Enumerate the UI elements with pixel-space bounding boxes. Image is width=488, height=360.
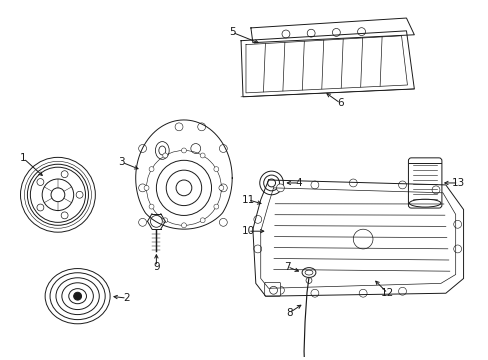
Circle shape bbox=[139, 184, 146, 192]
Circle shape bbox=[431, 186, 439, 194]
Circle shape bbox=[74, 292, 81, 300]
Text: 13: 13 bbox=[451, 178, 464, 188]
Text: 4: 4 bbox=[295, 178, 302, 188]
Circle shape bbox=[359, 289, 366, 297]
Circle shape bbox=[197, 123, 205, 131]
Circle shape bbox=[213, 167, 218, 172]
Circle shape bbox=[398, 181, 406, 189]
Text: 9: 9 bbox=[153, 262, 160, 272]
Circle shape bbox=[181, 148, 186, 153]
Circle shape bbox=[219, 145, 227, 152]
Circle shape bbox=[332, 28, 340, 36]
Text: 3: 3 bbox=[119, 157, 125, 167]
Circle shape bbox=[253, 215, 261, 223]
Text: 1: 1 bbox=[20, 153, 27, 163]
Circle shape bbox=[139, 219, 146, 226]
Circle shape bbox=[269, 286, 277, 294]
Circle shape bbox=[276, 184, 284, 192]
Circle shape bbox=[37, 179, 44, 185]
FancyBboxPatch shape bbox=[264, 282, 280, 296]
Circle shape bbox=[219, 219, 227, 226]
Circle shape bbox=[306, 29, 314, 37]
Circle shape bbox=[253, 245, 261, 253]
Text: 5: 5 bbox=[228, 27, 235, 37]
Text: 2: 2 bbox=[123, 293, 130, 303]
Circle shape bbox=[282, 30, 289, 38]
Circle shape bbox=[149, 167, 154, 172]
Circle shape bbox=[213, 204, 218, 209]
Text: 12: 12 bbox=[380, 288, 394, 298]
Circle shape bbox=[276, 286, 284, 294]
Circle shape bbox=[163, 153, 167, 158]
Text: 11: 11 bbox=[241, 195, 254, 205]
Circle shape bbox=[200, 153, 204, 158]
Text: 6: 6 bbox=[337, 98, 343, 108]
Text: 8: 8 bbox=[285, 308, 292, 318]
Circle shape bbox=[348, 179, 357, 187]
Circle shape bbox=[398, 287, 406, 295]
Circle shape bbox=[76, 191, 83, 198]
Text: 10: 10 bbox=[241, 226, 254, 236]
Circle shape bbox=[219, 185, 224, 190]
Circle shape bbox=[149, 204, 154, 209]
Circle shape bbox=[144, 185, 149, 190]
Circle shape bbox=[61, 171, 68, 177]
Circle shape bbox=[200, 218, 204, 223]
Circle shape bbox=[163, 218, 167, 223]
Circle shape bbox=[37, 204, 44, 211]
Circle shape bbox=[150, 215, 162, 227]
Circle shape bbox=[61, 212, 68, 219]
Circle shape bbox=[139, 145, 146, 152]
Circle shape bbox=[357, 28, 365, 36]
Circle shape bbox=[305, 278, 311, 283]
Circle shape bbox=[219, 184, 227, 192]
Circle shape bbox=[453, 220, 461, 228]
Circle shape bbox=[453, 245, 461, 253]
Circle shape bbox=[175, 123, 183, 131]
Circle shape bbox=[310, 181, 318, 189]
Circle shape bbox=[181, 223, 186, 228]
Text: 7: 7 bbox=[284, 262, 290, 272]
Circle shape bbox=[310, 289, 318, 297]
